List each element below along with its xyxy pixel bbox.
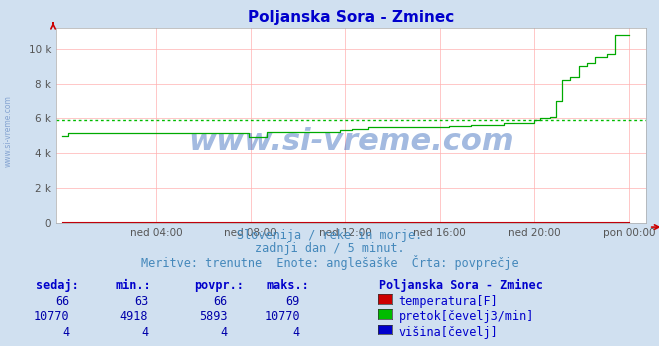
Text: višina[čevelj]: višina[čevelj]	[399, 326, 498, 339]
Text: Slovenija / reke in morje.: Slovenija / reke in morje.	[237, 229, 422, 242]
Text: 69: 69	[285, 295, 300, 308]
Text: 5893: 5893	[199, 310, 227, 324]
Text: povpr.:: povpr.:	[194, 279, 244, 292]
Text: temperatura[F]: temperatura[F]	[399, 295, 498, 308]
Text: sedaj:: sedaj:	[36, 279, 79, 292]
Text: 4918: 4918	[120, 310, 148, 324]
Text: 66: 66	[213, 295, 227, 308]
Text: 63: 63	[134, 295, 148, 308]
Text: 10770: 10770	[264, 310, 300, 324]
Text: Poljanska Sora - Zminec: Poljanska Sora - Zminec	[379, 279, 543, 292]
Text: zadnji dan / 5 minut.: zadnji dan / 5 minut.	[254, 242, 405, 255]
Text: pretok[čevelj3/min]: pretok[čevelj3/min]	[399, 310, 534, 324]
Text: 4: 4	[62, 326, 69, 339]
Text: 10770: 10770	[34, 310, 69, 324]
Text: 4: 4	[293, 326, 300, 339]
Text: 4: 4	[141, 326, 148, 339]
Text: www.si-vreme.com: www.si-vreme.com	[3, 95, 13, 167]
Text: 66: 66	[55, 295, 69, 308]
Text: min.:: min.:	[115, 279, 151, 292]
Text: maks.:: maks.:	[267, 279, 310, 292]
Text: Meritve: trenutne  Enote: anglešaške  Črta: povprečje: Meritve: trenutne Enote: anglešaške Črta…	[140, 255, 519, 270]
Text: www.si-vreme.com: www.si-vreme.com	[188, 127, 514, 156]
Title: Poljanska Sora - Zminec: Poljanska Sora - Zminec	[248, 10, 454, 25]
Text: 4: 4	[220, 326, 227, 339]
